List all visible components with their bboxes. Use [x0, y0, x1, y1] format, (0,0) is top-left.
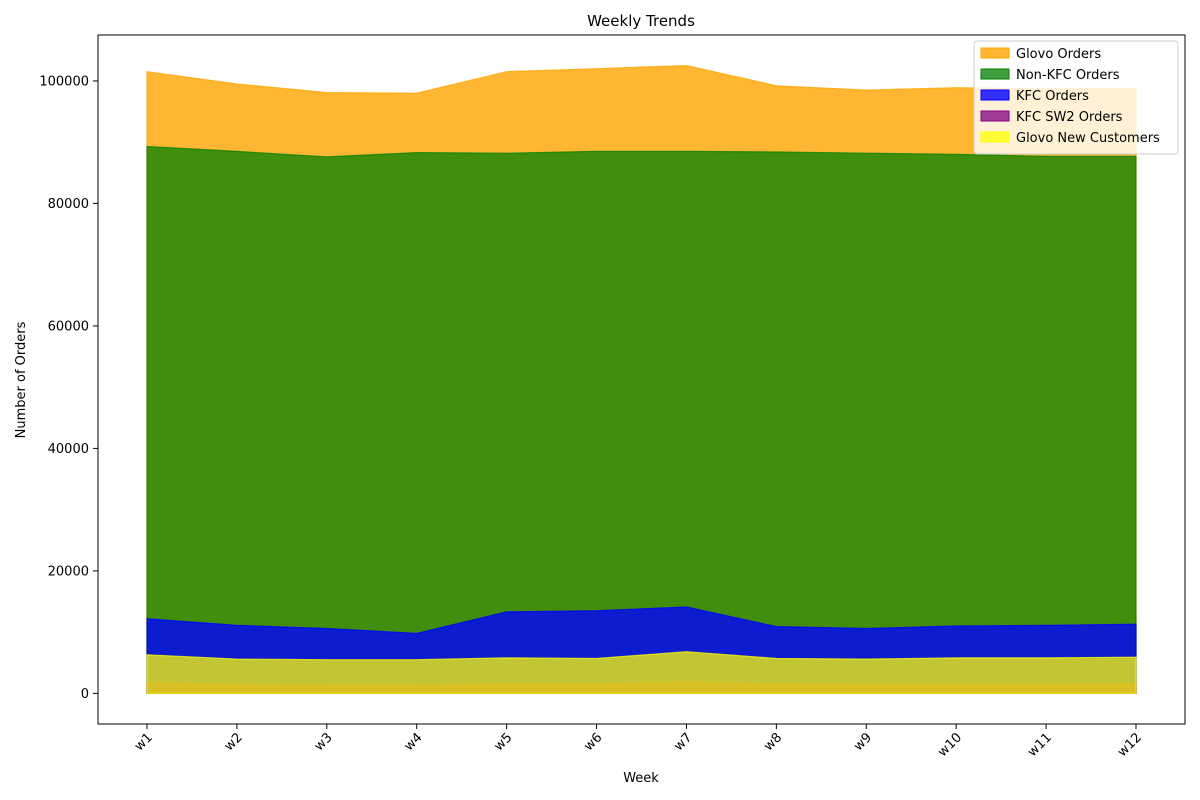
legend-label: Glovo New Customers: [1016, 131, 1160, 146]
legend-label: Non-KFC Orders: [1016, 68, 1120, 83]
y-axis-label: Number of Orders: [14, 321, 29, 438]
y-tick-label: 20000: [48, 564, 89, 579]
x-tick-label: w11: [1025, 730, 1055, 760]
y-tick-label: 0: [81, 687, 89, 702]
x-tick-label: w8: [761, 730, 785, 754]
plot-frame: [97, 34, 1186, 725]
axes: 0 20000 40000 60000 80000 100000 w1 w2 w3 w4 w5 w6 w…: [39, 34, 1186, 760]
y-tick-label: 80000: [48, 197, 89, 212]
x-tick-label: w12: [1115, 730, 1145, 760]
legend-swatch: [980, 89, 1010, 101]
legend: Glovo Orders Non-KFC Orders KFC Orders KFC …: [973, 40, 1179, 155]
legend-swatch: [980, 47, 1010, 59]
legend-label: Glovo Orders: [1016, 47, 1101, 62]
x-axis-label: Week: [623, 771, 659, 786]
chart-title: Weekly Trends: [587, 12, 695, 30]
x-tick-label: w6: [581, 730, 605, 754]
x-tick-label: w10: [935, 730, 965, 760]
x-tick-label: w3: [312, 730, 336, 754]
x-tick-label: w2: [222, 730, 246, 754]
legend-box: [973, 40, 1179, 155]
area-series-4: [146, 651, 1137, 694]
x-tick-label: w1: [132, 730, 156, 754]
plot-areas: [146, 64, 1137, 694]
x-tick-label: w4: [402, 730, 426, 754]
y-tick-label: 60000: [48, 319, 89, 334]
legend-swatch: [980, 110, 1010, 122]
legend-swatch: [980, 131, 1010, 143]
y-tick-label: 100000: [39, 74, 89, 89]
x-tick-label: w9: [851, 730, 875, 754]
x-tick-label: w7: [671, 730, 695, 754]
legend-label: KFC SW2 Orders: [1016, 110, 1123, 125]
legend-swatch: [980, 68, 1010, 80]
x-tick-label: w5: [491, 730, 515, 754]
legend-label: KFC Orders: [1016, 89, 1089, 104]
y-tick-label: 40000: [48, 442, 89, 457]
